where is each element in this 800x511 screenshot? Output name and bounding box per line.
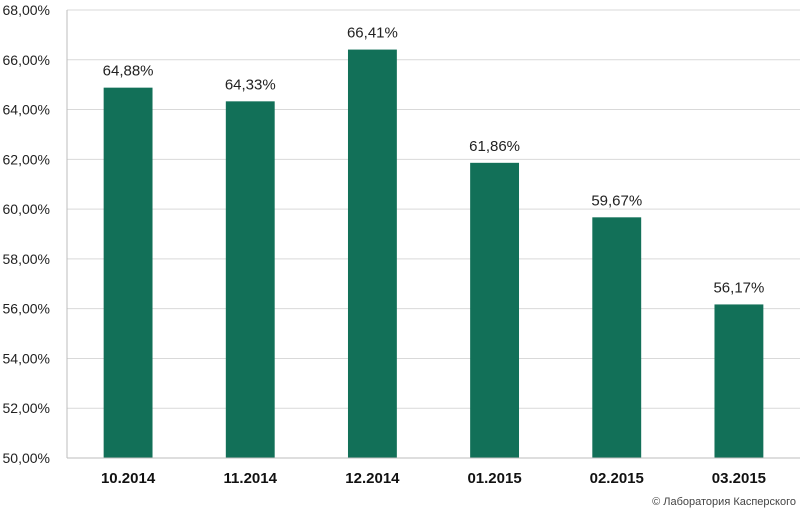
bar bbox=[347, 49, 397, 458]
bar bbox=[592, 217, 642, 458]
x-tick-label: 01.2015 bbox=[467, 470, 521, 487]
bar bbox=[714, 304, 764, 458]
x-tick-label: 11.2014 bbox=[224, 470, 278, 487]
data-label: 61,86% bbox=[469, 138, 520, 155]
y-tick-label: 68,00% bbox=[3, 2, 50, 18]
copyright-credit: © Лаборатория Касперского bbox=[652, 496, 796, 508]
value-labels: 64,88% 64,33% 66,41% 61,86% 59,67% 56,17% bbox=[103, 25, 765, 297]
x-tick-label: 12.2014 bbox=[345, 470, 400, 487]
y-tick-label: 60,00% bbox=[3, 201, 50, 217]
data-label: 64,33% bbox=[225, 76, 276, 93]
y-axis-ticks: 50,00% 52,00% 54,00% 56,00% 58,00% 60,00% 62,0… bbox=[3, 2, 50, 466]
bars bbox=[103, 49, 764, 459]
data-label: 66,41% bbox=[347, 25, 398, 42]
x-tick-label: 03.2015 bbox=[712, 470, 766, 487]
x-tick-label: 10.2014 bbox=[101, 470, 156, 487]
y-tick-label: 62,00% bbox=[3, 151, 50, 167]
data-label: 64,88% bbox=[103, 63, 154, 80]
y-tick-label: 52,00% bbox=[3, 400, 50, 416]
y-tick-label: 56,00% bbox=[3, 301, 50, 317]
data-label: 56,17% bbox=[713, 279, 764, 296]
x-axis-categories: 10.2014 11.2014 12.2014 01.2015 02.2015 03.20… bbox=[101, 470, 766, 487]
data-label: 59,67% bbox=[591, 192, 642, 209]
bar bbox=[103, 87, 153, 459]
y-tick-label: 54,00% bbox=[3, 350, 50, 366]
y-tick-label: 64,00% bbox=[3, 102, 50, 118]
x-tick-label: 02.2015 bbox=[590, 470, 644, 487]
y-tick-label: 58,00% bbox=[3, 251, 50, 267]
bar bbox=[225, 101, 275, 458]
grid-lines bbox=[67, 9, 800, 409]
y-tick-label: 50,00% bbox=[3, 450, 50, 466]
y-tick-label: 66,00% bbox=[3, 52, 50, 68]
bar bbox=[470, 162, 520, 458]
